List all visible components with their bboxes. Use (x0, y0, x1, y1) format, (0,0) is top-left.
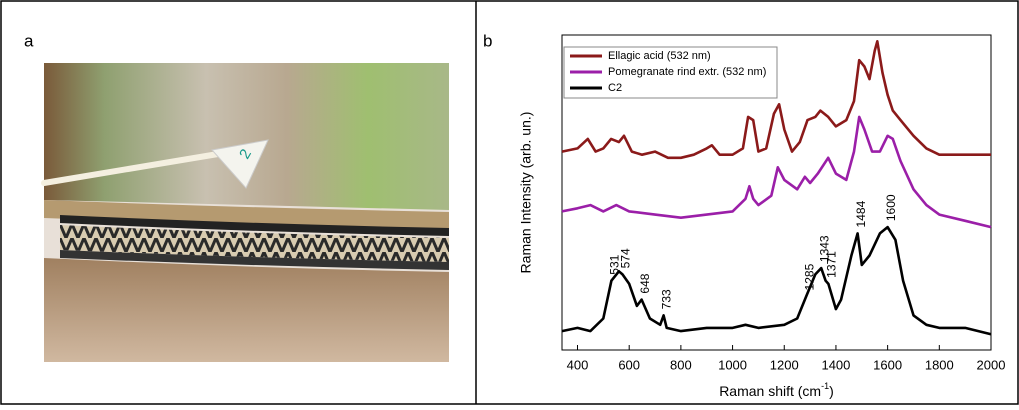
x-tick-label: 2000 (977, 357, 1006, 372)
x-axis-title-part: -1 (821, 381, 829, 391)
series-line (561, 225, 992, 336)
peak-label: 1371 (825, 251, 839, 278)
chart: 400 600 800 1000 1200 1400 1600 1800 2000 Raman s… (518, 34, 1006, 399)
peak-label: 648 (638, 273, 652, 293)
plot-frame (561, 34, 992, 351)
x-tick-label: 1800 (925, 357, 954, 372)
peak-label: 1600 (884, 194, 898, 221)
x-tick-label: 1000 (718, 357, 747, 372)
x-tick-label: 600 (618, 357, 640, 372)
x-tick-label: 400 (567, 357, 589, 372)
x-tick-label: 1400 (821, 357, 850, 372)
x-axis-title-part: ) (829, 383, 834, 399)
panel-label: a (24, 31, 34, 50)
legend-label: Pomegranate rind extr. (532 nm) (608, 66, 766, 78)
series-line (561, 115, 992, 229)
x-tick-label: 1600 (873, 357, 902, 372)
peak-label: 1285 (802, 263, 816, 290)
x-tick-label: 1200 (770, 357, 799, 372)
peak-label: 531 (608, 254, 622, 274)
y-axis-title: Raman Intensity (arb. un.) (518, 112, 534, 274)
series-line (561, 40, 991, 160)
x-axis-title-part: Raman shift (cm (719, 383, 821, 399)
x-tick-label: 800 (670, 357, 692, 372)
photo: 2 (41, 63, 449, 362)
legend-label: Ellagic acid (532 nm) (608, 50, 711, 62)
legend-label: C2 (608, 82, 622, 94)
peak-label: 574 (619, 248, 633, 268)
peak-label: 733 (660, 289, 674, 309)
peak-label: 1484 (854, 200, 868, 227)
panel-label: b (483, 31, 492, 50)
x-axis-title: Raman shift (cm-1) (719, 381, 834, 398)
peak-label: 1343 (817, 235, 831, 262)
